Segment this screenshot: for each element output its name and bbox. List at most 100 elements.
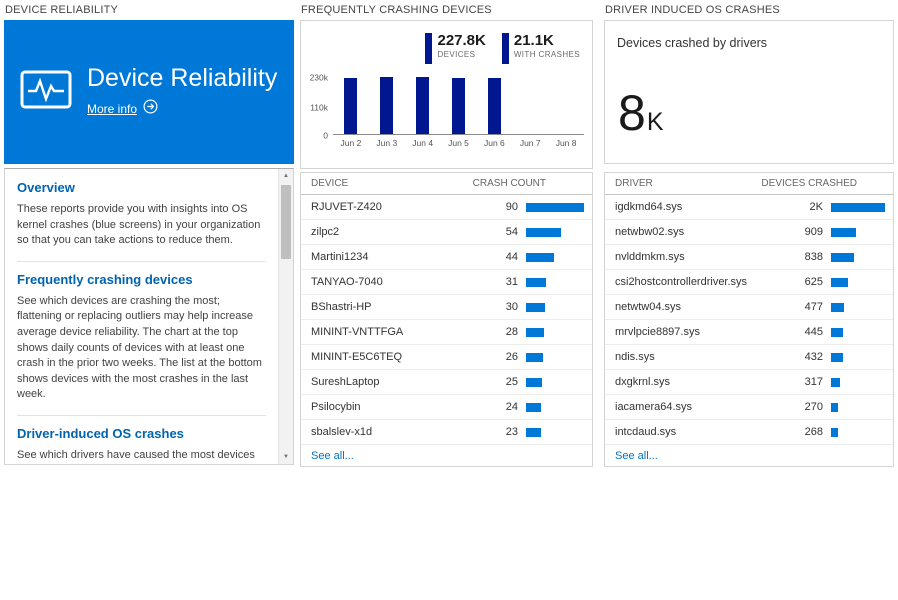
device-reliability-column: DEVICE RELIABILITY Device Reliability Mo… — [4, 0, 294, 465]
row-value-bar — [831, 377, 885, 387]
table-row[interactable]: intcdaud.sys 268 — [605, 420, 893, 445]
driver-crashes-table: DRIVER DEVICES CRASHED igdkmd64.sys 2K net… — [604, 172, 894, 467]
scroll-up-icon[interactable]: ▲ — [283, 173, 289, 179]
section-body: These reports provide you with insights … — [17, 203, 261, 247]
row-name: sbalslev-x1d — [311, 426, 373, 438]
column-header-frequently-crashing: FREQUENTLY CRASHING DEVICES — [301, 4, 492, 16]
reliability-monitor-icon — [20, 68, 72, 119]
chart-bar[interactable] — [452, 77, 465, 134]
table-row[interactable]: sbalslev-x1d 23 — [301, 420, 592, 445]
table-row[interactable]: MININT-E5C6TEQ 26 — [301, 345, 592, 370]
row-value: 26 — [505, 351, 518, 363]
table-row[interactable]: BShastri-HP 30 — [301, 295, 592, 320]
x-tick-label: Jun 4 — [412, 138, 434, 148]
row-value-bar — [831, 352, 885, 362]
chart-bar[interactable] — [487, 78, 501, 134]
column-header-driver-crashes: DRIVER INDUCED OS CRASHES — [605, 4, 780, 16]
table-row[interactable]: igdkmd64.sys 2K — [605, 195, 893, 220]
chart-bar[interactable] — [380, 77, 394, 134]
table-row[interactable]: netwtw04.sys 477 — [605, 295, 893, 320]
table-header-row: DRIVER DEVICES CRASHED — [605, 173, 893, 195]
row-value: 2K — [809, 201, 823, 213]
big-number-value: 8 — [618, 85, 646, 141]
row-value: 432 — [804, 351, 823, 363]
row-name: RJUVET-Z420 — [311, 201, 382, 213]
row-value: 445 — [804, 326, 823, 338]
chart-x-axis-labels: Jun 2 Jun 3 Jun 4 Jun 5 Jun 6 Jun 7 Jun 8 — [333, 138, 584, 148]
legend-value: 21.1K — [513, 32, 554, 49]
table-row[interactable]: zilpc2 54 — [301, 220, 592, 245]
description-section: Overview These reports provide you with i… — [17, 180, 266, 249]
table-row[interactable]: RJUVET-Z420 90 — [301, 195, 592, 220]
chart-slot — [369, 77, 405, 134]
chart-slot — [548, 77, 584, 134]
description-section: Driver-induced OS crashes See which drive… — [17, 415, 266, 464]
table-row[interactable]: mrvlpcie8897.sys 445 — [605, 320, 893, 345]
legend-label: DEVICES — [437, 50, 476, 59]
row-value-bar — [831, 302, 885, 312]
table-row[interactable]: MININT-VNTTFGA 28 — [301, 320, 592, 345]
table-row[interactable]: Martini1234 44 — [301, 245, 592, 270]
row-value: 477 — [804, 301, 823, 313]
see-all-devices-link[interactable]: See all... — [311, 449, 354, 462]
legend-label: WITH CRASHES — [513, 50, 580, 59]
row-name: csi2hostcontrollerdriver.sys — [615, 276, 748, 288]
legend-item: 21.1K WITH CRASHES — [501, 32, 580, 67]
chart-bar[interactable] — [416, 77, 430, 134]
chart-plot — [333, 77, 584, 135]
frequently-crashing-devices-column: FREQUENTLY CRASHING DEVICES 227.8K DEVICE… — [300, 0, 593, 467]
table-row[interactable]: iacamera64.sys 270 — [605, 395, 893, 420]
see-all-drivers-link[interactable]: See all... — [615, 449, 658, 462]
table-row[interactable]: nvlddmkm.sys 838 — [605, 245, 893, 270]
table-row[interactable]: ndis.sys 432 — [605, 345, 893, 370]
table-row[interactable]: TANYAO-7040 31 — [301, 270, 592, 295]
devices-crashed-column-header: DEVICES CRASHED — [761, 178, 857, 189]
scrollbar-thumb[interactable] — [281, 185, 291, 259]
more-info-link[interactable]: More info — [87, 102, 138, 117]
x-tick-label: Jun 7 — [519, 138, 541, 148]
x-tick-label: Jun 3 — [376, 138, 398, 148]
row-value-bar — [526, 227, 584, 237]
row-value-bar — [526, 427, 584, 437]
row-name: SureshLaptop — [311, 376, 380, 388]
row-value: 317 — [804, 376, 823, 388]
crash-count-column-header: CRASH COUNT — [472, 178, 546, 189]
chart-slot — [441, 77, 477, 134]
scrollbar-track[interactable] — [279, 183, 293, 450]
chart-bar[interactable] — [344, 77, 358, 134]
row-value: 31 — [505, 276, 518, 288]
row-name: dxgkrnl.sys — [615, 376, 671, 388]
row-name: intcdaud.sys — [615, 426, 677, 438]
more-info-row: More info — [87, 99, 277, 119]
chart-y-axis: 230k 110k 0 — [307, 73, 333, 139]
x-tick-label: Jun 5 — [448, 138, 469, 148]
device-reliability-tile[interactable]: Device Reliability More info — [4, 20, 294, 164]
row-value-bar — [526, 252, 584, 262]
description-panel: Overview These reports provide you with i… — [4, 168, 294, 465]
row-value-bar — [526, 277, 584, 287]
row-value-bar — [831, 277, 885, 287]
scroll-down-icon[interactable]: ▼ — [283, 454, 289, 460]
row-name: mrvlpcie8897.sys — [615, 326, 700, 338]
row-value: 90 — [505, 201, 518, 213]
x-tick-label: Jun 2 — [340, 138, 362, 148]
table-row[interactable]: csi2hostcontrollerdriver.sys 625 — [605, 270, 893, 295]
row-value-bar — [526, 327, 584, 337]
row-name: TANYAO-7040 — [311, 276, 383, 288]
table-row[interactable]: Psilocybin 24 — [301, 395, 592, 420]
arrow-circle-icon[interactable] — [143, 99, 158, 119]
bar-chart: 230k 110k 0 — [307, 73, 584, 139]
row-value-bar — [831, 402, 885, 412]
row-value-bar — [831, 227, 885, 237]
row-name: MININT-E5C6TEQ — [311, 351, 403, 363]
chart-legend: 227.8K DEVICES 21.1K WITH CRASHES — [307, 29, 584, 67]
table-row[interactable]: dxgkrnl.sys 317 — [605, 370, 893, 395]
row-value-bar — [831, 252, 885, 262]
y-tick-label: 0 — [323, 129, 328, 140]
table-row[interactable]: SureshLaptop 25 — [301, 370, 592, 395]
row-value: 44 — [505, 251, 518, 263]
row-name: BShastri-HP — [311, 301, 372, 313]
row-value-bar — [526, 202, 584, 212]
scrollbar[interactable]: ▲ ▼ — [278, 169, 293, 464]
table-row[interactable]: netwbw02.sys 909 — [605, 220, 893, 245]
